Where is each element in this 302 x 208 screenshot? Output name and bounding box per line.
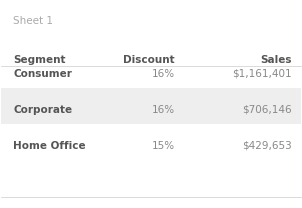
Text: $706,146: $706,146 bbox=[242, 105, 292, 115]
Text: Sales: Sales bbox=[260, 55, 292, 65]
Text: 16%: 16% bbox=[152, 69, 175, 79]
Bar bbox=[2, 52, 300, 88]
Text: Corporate: Corporate bbox=[13, 105, 72, 115]
Text: Home Office: Home Office bbox=[13, 141, 86, 151]
Bar bbox=[2, 124, 300, 160]
Text: $429,653: $429,653 bbox=[242, 141, 292, 151]
Text: 16%: 16% bbox=[152, 105, 175, 115]
Text: 15%: 15% bbox=[152, 141, 175, 151]
Text: $1,161,401: $1,161,401 bbox=[232, 69, 292, 79]
Bar bbox=[2, 88, 300, 124]
Text: Sheet 1: Sheet 1 bbox=[13, 16, 53, 26]
Text: Discount: Discount bbox=[123, 55, 175, 65]
Text: Consumer: Consumer bbox=[13, 69, 72, 79]
Text: Segment: Segment bbox=[13, 55, 66, 65]
